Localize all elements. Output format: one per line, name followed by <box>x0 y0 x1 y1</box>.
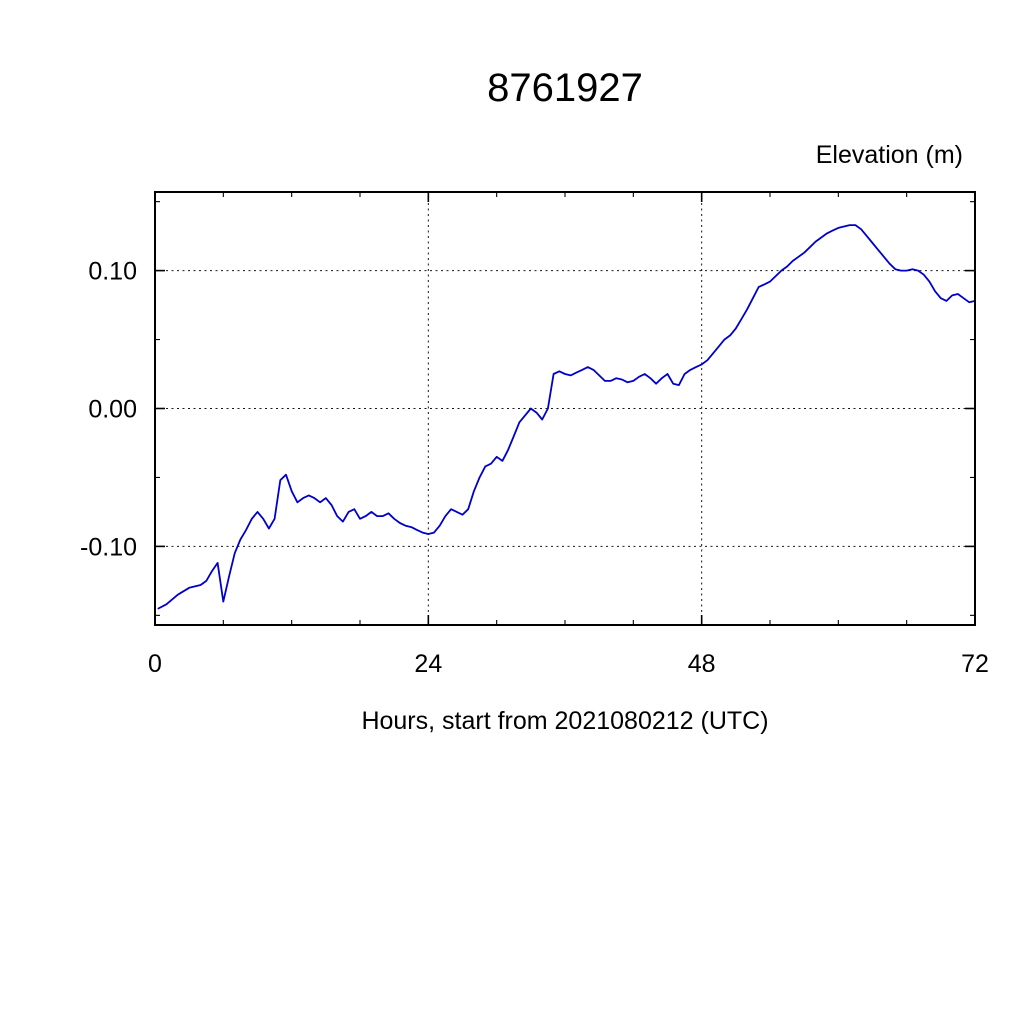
y-tick-label: 0.10 <box>88 258 137 286</box>
y-tick-label: 0.00 <box>88 396 137 424</box>
elevation-series-line <box>157 224 976 610</box>
chart-title: 8761927 <box>487 66 643 110</box>
plot-frame <box>154 191 976 626</box>
x-tick-label: 0 <box>148 650 162 678</box>
x-tick-label: 48 <box>688 650 716 678</box>
y-tick-label: -0.10 <box>80 533 137 561</box>
y-axis-unit-label: Elevation (m) <box>816 141 963 169</box>
x-tick-label: 72 <box>961 650 989 678</box>
x-axis-label: Hours, start from 2021080212 (UTC) <box>361 707 768 735</box>
x-tick-label: 24 <box>414 650 442 678</box>
plot-area: 0 24 48 72 -0.10 0.00 0.10 <box>80 191 989 678</box>
